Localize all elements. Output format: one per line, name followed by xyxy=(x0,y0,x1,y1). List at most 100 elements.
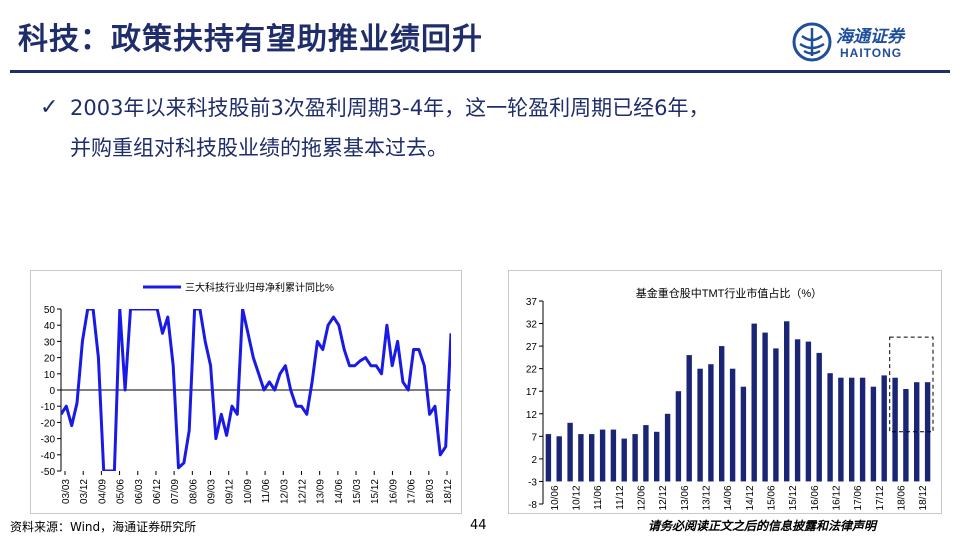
x-tick-label: 13/09 xyxy=(316,479,327,504)
y-tick-label: -10 xyxy=(41,402,56,413)
x-tick-label: 17/12 xyxy=(875,485,886,510)
haitong-emblem-icon xyxy=(792,22,832,62)
x-tick-label: 17/06 xyxy=(407,479,418,504)
tmt-share-bar xyxy=(675,391,682,482)
x-tick-label: 15/12 xyxy=(788,485,799,510)
tmt-share-bar xyxy=(838,377,844,482)
tmt-share-bar xyxy=(708,364,714,482)
y-tick-label: -40 xyxy=(41,451,56,462)
y-tick-label: 2 xyxy=(531,455,537,466)
key-point-bullet: ✓ 2003年以来科技股前3次盈利周期3-4年，这一轮盈利周期已经6年， 并购重… xyxy=(40,88,935,168)
slide-title: 科技：政策扶持有望助推业绩回升 xyxy=(18,22,483,57)
tmt-share-bar xyxy=(545,434,552,482)
profit-growth-series-line xyxy=(61,309,451,471)
tmt-share-bar xyxy=(589,434,595,482)
bullet-line-2: 并购重组对科技股业绩的拖累基本过去。 xyxy=(70,136,448,160)
logo-chinese-name: 海通证券 xyxy=(836,27,904,47)
y-tick-label: 17 xyxy=(526,387,538,398)
x-tick-label: 15/12 xyxy=(370,479,381,504)
x-tick-label: 10/06 xyxy=(550,485,561,510)
x-tick-label: 15/03 xyxy=(352,479,363,504)
x-tick-label: 18/12 xyxy=(443,479,454,504)
tmt-share-bar xyxy=(729,368,736,482)
highlight-box xyxy=(889,336,934,433)
x-tick-label: 10/12 xyxy=(572,485,583,510)
y-tick-label: 10 xyxy=(44,370,56,381)
tmt-share-chart: 基金重仓股中TMT行业市值占比（%） 37 32 27 22 17 12 7 2 -3 -8 10/0… xyxy=(508,270,942,514)
tmt-share-bar-chart: 基金重仓股中TMT行业市值占比（%） 37 32 27 22 17 12 7 2 -3 -8 10/0… xyxy=(526,286,934,511)
tmt-share-bar xyxy=(599,429,606,482)
tmt-share-bar xyxy=(870,386,877,482)
x-tick-label: 08/06 xyxy=(188,479,199,504)
x-tick-label: 16/09 xyxy=(388,479,399,504)
checkmark-icon: ✓ xyxy=(40,95,59,120)
x-tick-label: 16/06 xyxy=(810,485,821,510)
x-tick-label: 12/12 xyxy=(297,479,308,504)
x-tick-label: 12/03 xyxy=(279,479,290,504)
x-tick-label: 18/03 xyxy=(425,479,436,504)
tmt-share-bar xyxy=(578,434,584,482)
tmt-share-bar xyxy=(805,341,812,482)
y-tick-label: 27 xyxy=(526,342,538,353)
x-tick-label: 06/12 xyxy=(152,479,163,504)
y-tick-label: 32 xyxy=(526,320,538,331)
tmt-share-bar xyxy=(567,422,573,482)
bar-chart-title: 基金重仓股中TMT行业市值占比（%） xyxy=(636,286,822,300)
x-tick-label: 14/06 xyxy=(334,479,345,504)
tmt-share-bar xyxy=(686,355,692,482)
x-tick-label: 17/06 xyxy=(853,485,864,510)
y-tick-label: 0 xyxy=(49,386,55,397)
tmt-share-bar xyxy=(664,413,671,482)
tmt-share-bar xyxy=(849,377,855,482)
y-tick-label: 30 xyxy=(44,337,56,348)
y-tick-label: -30 xyxy=(41,435,56,446)
y-tick-label: 20 xyxy=(44,354,56,365)
y-tick-label: -20 xyxy=(41,418,56,429)
x-tick-label: 11/06 xyxy=(593,485,604,510)
page-number: 44 xyxy=(470,518,487,533)
x-tick-label: 13/12 xyxy=(702,485,713,510)
tmt-share-bar xyxy=(610,429,617,482)
x-tick-label: 16/12 xyxy=(832,485,843,510)
y-tick-label: 12 xyxy=(526,410,538,421)
tmt-share-bar xyxy=(903,389,909,482)
y-tick-label: 40 xyxy=(44,321,56,332)
x-tick-label: 12/12 xyxy=(658,485,669,510)
profit-growth-chart: 三大科技行业归母净利累计同比% 50 40 30 20 10 0 -10 -20 -30 -40 -5… xyxy=(30,270,462,514)
y-tick-label: 50 xyxy=(44,305,56,316)
x-tick-label: 11/06 xyxy=(261,479,272,504)
x-tick-label: 11/12 xyxy=(615,485,626,510)
x-tick-label: 03/03 xyxy=(61,479,72,504)
profit-growth-line-chart: 三大科技行业归母净利累计同比% 50 40 30 20 10 0 -10 -20 -30 -40 -5… xyxy=(41,281,454,504)
x-tick-label: 05/06 xyxy=(116,479,127,504)
x-tick-label: 06/03 xyxy=(134,479,145,504)
tmt-share-bar xyxy=(773,348,779,482)
y-tick-label: -8 xyxy=(528,500,537,511)
legend-label: 三大科技行业归母净利累计同比% xyxy=(185,281,334,294)
logo-english-name: HAITONG xyxy=(840,46,903,60)
tmt-share-bar xyxy=(816,352,822,482)
x-tick-label: 03/12 xyxy=(79,479,90,504)
x-tick-label: 14/06 xyxy=(723,485,734,510)
bullet-line-1: 2003年以来科技股前3次盈利周期3-4年，这一轮盈利周期已经6年， xyxy=(70,96,710,120)
x-tick-label: 14/12 xyxy=(745,485,756,510)
x-tick-label: 13/06 xyxy=(680,485,691,510)
tmt-share-bar xyxy=(881,375,887,482)
x-tick-label: 10/09 xyxy=(243,479,254,504)
x-tick-label: 07/09 xyxy=(170,479,181,504)
x-tick-label: 18/12 xyxy=(918,485,929,510)
y-tick-label: 7 xyxy=(531,432,537,443)
tmt-share-bar xyxy=(751,323,757,482)
tmt-share-bar xyxy=(892,377,898,482)
x-tick-label: 09/03 xyxy=(207,479,218,504)
disclaimer-note: 请务必阅读正文之后的信息披露和法律声明 xyxy=(648,519,877,533)
tmt-share-bar xyxy=(827,373,833,482)
tmt-share-bar xyxy=(740,386,747,482)
tmt-share-bar xyxy=(697,368,703,482)
tmt-share-bar xyxy=(654,431,660,482)
x-tick-label: 12/06 xyxy=(637,485,648,510)
source-note: 资料来源：Wind，海通证券研究所 xyxy=(10,520,197,534)
tmt-share-bar xyxy=(643,425,649,482)
y-tick-label: -50 xyxy=(41,467,56,478)
tmt-share-bar xyxy=(719,346,725,482)
